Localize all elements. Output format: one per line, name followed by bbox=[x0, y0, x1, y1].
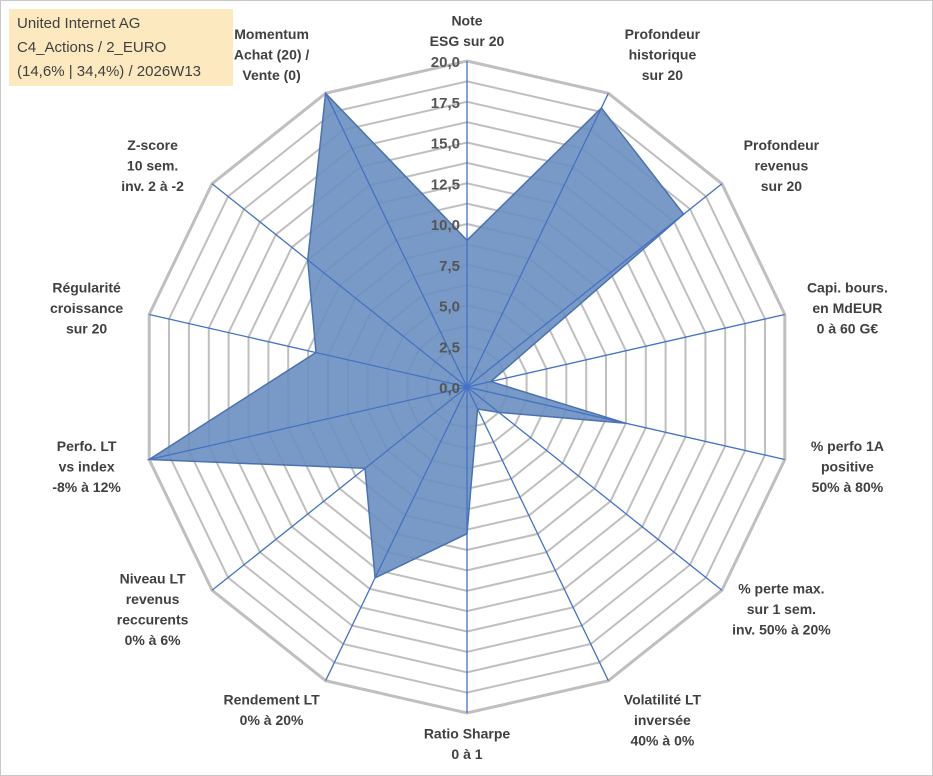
axis-spoke bbox=[466, 93, 609, 388]
tick-label: 5,0 bbox=[439, 299, 460, 316]
axis-spoke bbox=[211, 183, 468, 388]
axis-label: Profondeur historique sur 20 bbox=[625, 26, 701, 83]
axis-label: Note ESG sur 20 bbox=[430, 13, 505, 50]
axis-spoke bbox=[325, 386, 468, 681]
axis-spoke bbox=[466, 183, 723, 388]
tick-label: 20,0 bbox=[431, 54, 460, 71]
axis-spoke bbox=[466, 386, 609, 681]
tick-label: 2,5 bbox=[439, 339, 460, 356]
tick-label: 15,0 bbox=[431, 136, 460, 153]
axis-spoke bbox=[149, 386, 468, 461]
axis-spoke bbox=[466, 313, 785, 388]
axis-label: % perte max. sur 1 sem. inv. 50% à 20% bbox=[732, 581, 831, 638]
tick-label: 10,0 bbox=[431, 217, 460, 234]
info-box: United Internet AG C4_Actions / 2_EURO (… bbox=[9, 9, 233, 86]
axis-labels: Note ESG sur 20 Profondeur historique sur 20… bbox=[50, 13, 888, 763]
axis-label: Profondeur revenus sur 20 bbox=[744, 137, 820, 194]
axis-spoke bbox=[211, 386, 468, 591]
company-name: United Internet AG bbox=[17, 15, 141, 32]
tick-label: 7,5 bbox=[439, 258, 460, 275]
axis-label: Z-score 10 sem. inv. 2 à -2 bbox=[121, 137, 184, 194]
radar-spokes bbox=[149, 61, 785, 713]
axis-label: Rendement LT 0% à 20% bbox=[223, 692, 320, 729]
radial-tick-labels: 0,0 2,5 5,0 7,5 10,0 12,5 15,0 17,5 20,0 bbox=[431, 54, 460, 397]
axis-label: % perfo 1A positive 50% à 80% bbox=[811, 438, 884, 495]
category-label: C4_Actions / 2_EURO bbox=[17, 39, 167, 56]
tick-label: 12,5 bbox=[431, 176, 460, 193]
axis-label: Perfo. LT vs index -8% à 12% bbox=[52, 438, 121, 495]
axis-label: Régularité croissance sur 20 bbox=[50, 280, 123, 337]
tick-label: 17,5 bbox=[431, 95, 460, 112]
axis-label: Ratio Sharpe 0 à 1 bbox=[424, 726, 511, 763]
axis-spoke bbox=[325, 93, 468, 388]
axis-spoke bbox=[466, 386, 785, 461]
tick-label: 0,0 bbox=[439, 380, 460, 397]
axis-spoke bbox=[149, 313, 468, 388]
axis-label: Volatilité LT inversée 40% à 0% bbox=[624, 692, 702, 749]
axis-label: Capi. bours. en MdEUR 0 à 60 G€ bbox=[807, 280, 888, 337]
score-week-label: (14,6% | 34,4%) / 2026W13 bbox=[17, 63, 201, 80]
axis-label: Momentum Achat (20) / Vente (0) bbox=[234, 26, 310, 83]
axis-spoke bbox=[466, 386, 723, 591]
axis-label: Niveau LT revenus reccurents 0% à 6% bbox=[117, 571, 189, 649]
